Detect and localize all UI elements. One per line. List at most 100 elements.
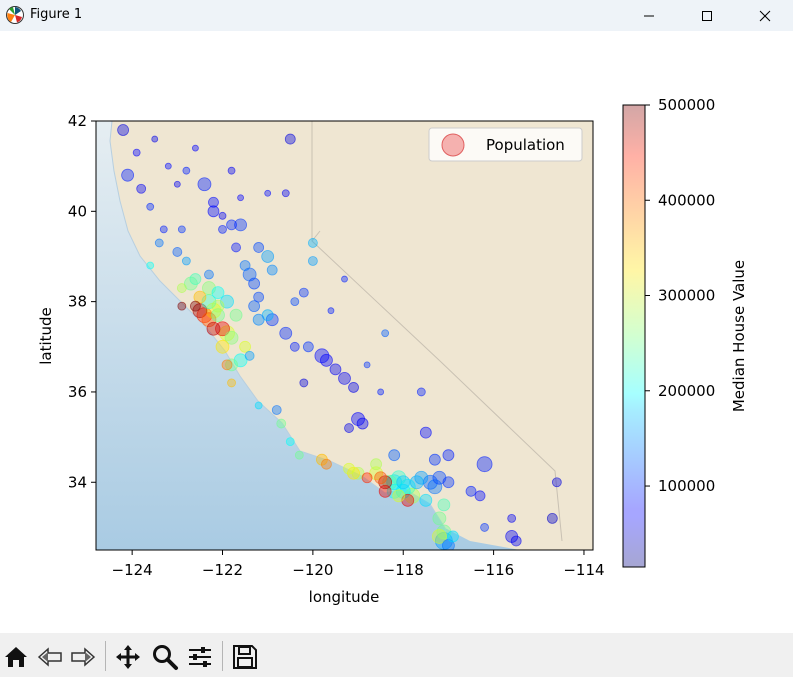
data-point	[510, 535, 522, 547]
data-point	[193, 290, 207, 304]
data-point	[474, 490, 486, 502]
data-point	[172, 247, 183, 257]
legend-marker	[441, 133, 465, 157]
data-point	[207, 205, 220, 218]
data-point	[361, 472, 373, 484]
data-point	[276, 418, 287, 429]
data-point	[388, 449, 401, 462]
colorbar-ticks: 100000 200000 300000 400000 500000	[645, 96, 715, 495]
data-point	[181, 256, 191, 266]
data-point	[374, 471, 388, 485]
data-point	[239, 260, 251, 271]
data-point	[237, 194, 244, 202]
data-point	[348, 382, 359, 393]
scatter-plot: −124 −122 −120 −118 −116 −114 34 36 38 40 42 long…	[37, 96, 748, 606]
zoom-button[interactable]	[151, 643, 179, 671]
data-point	[307, 238, 318, 248]
data-point	[266, 264, 278, 276]
data-points	[117, 124, 562, 550]
data-point	[253, 291, 265, 303]
legend: Population	[428, 127, 583, 162]
data-point	[215, 339, 230, 354]
minimize-icon	[644, 15, 654, 17]
data-point	[507, 513, 517, 523]
y-tick-label: 36	[68, 383, 87, 401]
colorbar-tick-label: 400000	[658, 191, 715, 209]
data-point	[239, 340, 252, 353]
toolbar-separator	[222, 641, 223, 671]
colorbar-tick-label: 200000	[658, 382, 715, 400]
data-point	[432, 511, 447, 526]
data-point	[442, 449, 455, 462]
data-point	[227, 166, 236, 175]
save-button[interactable]	[231, 643, 259, 671]
data-point	[284, 133, 296, 145]
data-point	[221, 359, 233, 371]
data-point	[294, 450, 304, 460]
data-point	[343, 462, 355, 475]
x-tick-label: −116	[473, 561, 514, 579]
data-point	[480, 523, 489, 532]
data-point	[224, 330, 239, 345]
maximize-button[interactable]	[684, 0, 730, 31]
data-point	[136, 183, 147, 194]
data-point	[264, 189, 272, 197]
data-point	[476, 456, 493, 473]
data-point	[225, 358, 238, 372]
y-tick-label: 40	[68, 202, 87, 220]
data-point	[289, 341, 300, 352]
land-area	[96, 121, 593, 550]
colorbar-tick-label: 500000	[658, 96, 715, 114]
data-point	[253, 242, 265, 253]
data-point	[381, 329, 390, 338]
data-point	[164, 162, 172, 170]
data-point	[208, 196, 219, 208]
save-disk-icon	[233, 645, 257, 669]
forward-button[interactable]	[69, 643, 97, 671]
colorbar: 100000 200000 300000 400000 500000 Median Ho…	[622, 96, 748, 568]
y-axis: 34 36 38 40 42	[68, 112, 96, 491]
data-point	[226, 219, 237, 231]
data-point	[370, 458, 383, 471]
coast-line	[109, 121, 451, 550]
data-point	[261, 250, 275, 263]
data-point	[299, 378, 309, 388]
colorbar-tick-label: 100000	[658, 477, 715, 495]
zoom-magnifier-icon	[153, 645, 178, 670]
data-point	[546, 512, 558, 524]
data-point	[442, 476, 455, 489]
data-point	[428, 453, 441, 466]
data-point	[347, 466, 360, 480]
minimize-button[interactable]	[626, 0, 672, 31]
data-point	[182, 166, 191, 175]
data-point	[211, 308, 225, 323]
data-point	[248, 300, 261, 313]
state-border	[311, 121, 563, 542]
data-point	[248, 277, 261, 290]
data-point	[392, 489, 406, 503]
x-tick-label: −122	[202, 561, 243, 579]
forward-arrow-icon	[71, 647, 96, 667]
configure-subplots-button[interactable]	[186, 643, 214, 671]
close-button[interactable]	[742, 0, 788, 31]
data-point	[419, 493, 433, 507]
figure-canvas: −124 −122 −120 −118 −116 −114 34 36 38 40 42 long…	[0, 31, 793, 633]
window-title: Figure 1	[30, 7, 83, 22]
home-button[interactable]	[2, 643, 30, 671]
colorbar-tick-label: 300000	[658, 287, 715, 305]
data-point	[351, 412, 365, 426]
data-point	[465, 485, 477, 497]
data-point	[338, 371, 351, 385]
pan-button[interactable]	[114, 643, 142, 671]
y-axis-label: latitude	[37, 307, 55, 365]
back-arrow-icon	[37, 647, 62, 667]
navigation-toolbar	[0, 633, 793, 677]
data-point	[177, 301, 187, 311]
data-point	[341, 275, 348, 283]
data-point	[234, 218, 247, 232]
y-tick-label: 42	[68, 112, 87, 130]
data-point	[265, 313, 279, 327]
back-button[interactable]	[36, 643, 64, 671]
x-tick-label: −118	[383, 561, 424, 579]
data-point	[196, 307, 213, 324]
